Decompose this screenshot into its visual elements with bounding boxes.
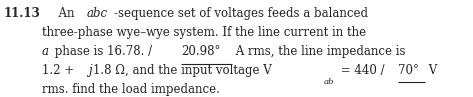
Text: -sequence set of voltages feeds a balanced: -sequence set of voltages feeds a balanc… <box>114 7 368 20</box>
Text: ab: ab <box>323 78 334 86</box>
Text: a: a <box>42 45 49 58</box>
Text: rms. find the load impedance.: rms. find the load impedance. <box>42 83 219 96</box>
Text: = 440 /: = 440 / <box>337 64 385 77</box>
Text: V: V <box>425 64 438 77</box>
Text: 11.13: 11.13 <box>4 7 41 20</box>
Text: three-phase wye–wye system. If the line current in the: three-phase wye–wye system. If the line … <box>42 26 366 39</box>
Text: 70°: 70° <box>398 64 419 77</box>
Text: 20.98°: 20.98° <box>181 45 220 58</box>
Text: 1.2 +: 1.2 + <box>42 64 78 77</box>
Text: abc: abc <box>87 7 107 20</box>
Text: 1.8 Ω, and the input voltage V: 1.8 Ω, and the input voltage V <box>93 64 272 77</box>
Text: j: j <box>88 64 92 77</box>
Text: An: An <box>51 7 79 20</box>
Text: A rms, the line impedance is: A rms, the line impedance is <box>232 45 405 58</box>
Text: phase is 16.78. /: phase is 16.78. / <box>51 45 152 58</box>
